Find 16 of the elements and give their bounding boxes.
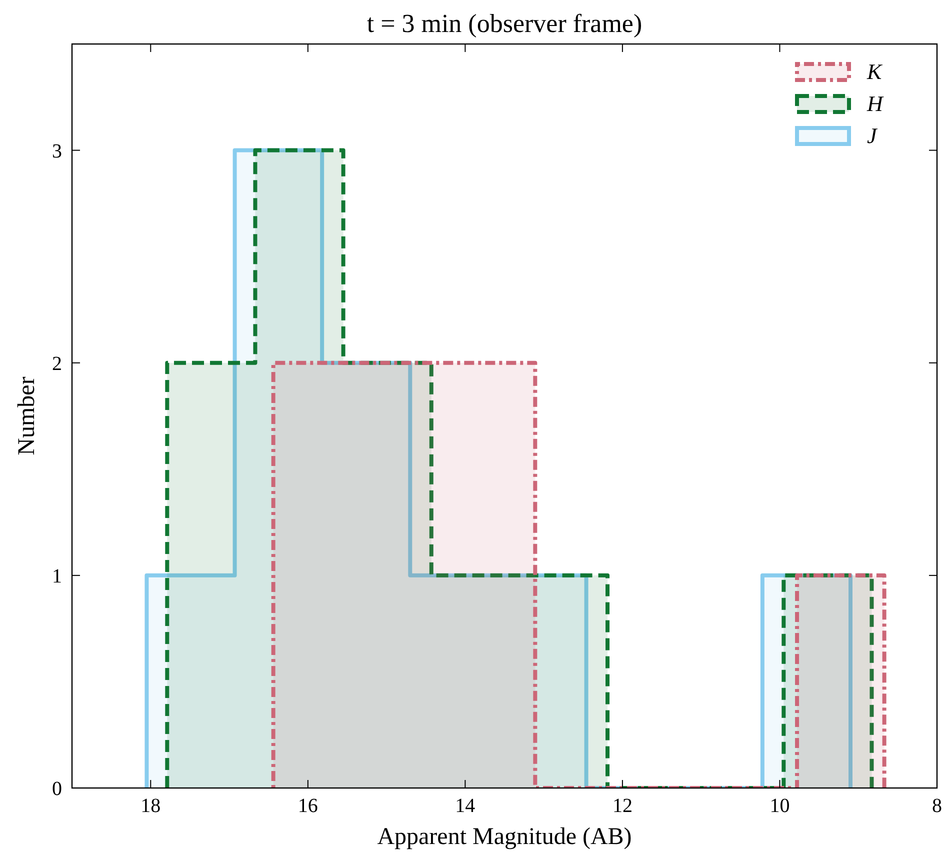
y-tick-label: 1 (52, 565, 62, 588)
y-tick-label: 3 (52, 140, 62, 162)
chart-title: t = 3 min (observer frame) (366, 9, 642, 38)
y-tick-label: 0 (52, 778, 62, 800)
legend-label: J (867, 123, 878, 148)
x-tick-label: 8 (932, 795, 942, 817)
legend-label: H (866, 91, 884, 116)
x-tick-label: 14 (455, 795, 476, 817)
x-axis-title: Apparent Magnitude (AB) (377, 824, 632, 850)
y-axis-title: Number (14, 376, 40, 456)
x-tick-label: 10 (770, 795, 790, 817)
x-tick-label: 12 (612, 795, 632, 817)
x-tick-label: 16 (298, 795, 318, 817)
x-tick-label: 18 (140, 795, 161, 817)
legend-label: K (866, 59, 883, 84)
y-tick-label: 2 (52, 352, 62, 375)
